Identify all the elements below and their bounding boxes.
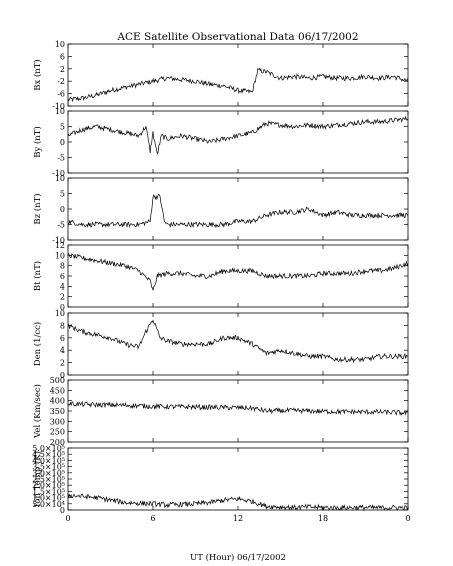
panel-frame-temp — [67, 447, 409, 511]
ytick-label-den-0: 0 — [60, 371, 65, 380]
ytick-label-temp-10: 5.0×10⁵ — [32, 444, 65, 453]
panel-bz: 10 5 0 -5 -10 Bz (nT) — [32, 174, 409, 245]
ytick-label-vel-5: 450 — [50, 386, 65, 395]
xtick-label-3: 18 — [318, 514, 328, 523]
ytick-label-bz-2: 0 — [60, 205, 65, 214]
ytick-label-temp-2: 1.0×10⁵ — [32, 494, 65, 503]
ytick-label-vel-1: 250 — [50, 428, 65, 437]
series-line-temp — [67, 492, 409, 512]
ytick-label-bz-0: 10 — [55, 174, 65, 183]
ytick-label-vel-3: 350 — [50, 407, 65, 416]
ytick-label-bx-3: -2 — [57, 77, 65, 86]
ytick-label-den-3: 6 — [60, 334, 65, 343]
ytick-label-bx-2: 2 — [60, 65, 65, 74]
ytick-label-bt-4: 8 — [60, 262, 65, 271]
ytick-label-bt-6: 12 — [55, 241, 65, 250]
ytick-label-temp-3: 1.5×10⁵ — [32, 487, 65, 496]
panel-frame-vel — [67, 379, 409, 443]
x-axis-label: UT (Hour) 06/17/2002 — [190, 552, 286, 563]
series-line-vel — [67, 400, 409, 416]
ytick-label-bx-4: -6 — [57, 90, 65, 99]
ytick-label-temp-7: 3.5×10⁵ — [32, 463, 65, 472]
ytick-label-bt-1: 2 — [60, 293, 65, 302]
ylabel-by: By (nT) — [32, 126, 43, 158]
ytick-label-bz-1: 5 — [60, 190, 65, 199]
panel-den: 0 2 4 6 8 10 Den (1/cc) — [32, 309, 409, 380]
panel-frame-bx — [67, 43, 409, 107]
ytick-label-vel-0: 200 — [50, 438, 65, 447]
ylabel-bz: Bz (nT) — [32, 193, 43, 224]
panel-frame-bz — [67, 177, 409, 241]
series-line-bz — [67, 194, 409, 229]
series-line-bt — [67, 253, 409, 291]
ytick-label-vel-4: 400 — [50, 397, 65, 406]
ytick-label-bz-4: -10 — [52, 236, 65, 245]
xtick-label-4: 0 — [405, 514, 410, 523]
ylabel-temp: Ion Temp (K) — [32, 451, 43, 507]
ytick-label-bx-5: -10 — [52, 102, 65, 111]
xtick-label-2: 12 — [233, 514, 243, 523]
ytick-label-temp-6: 3.0×10⁵ — [32, 469, 65, 478]
ytick-label-den-5: 10 — [55, 309, 65, 318]
ytick-label-temp-1: 5.0×10⁴ — [32, 500, 65, 509]
ytick-label-bx-1: 6 — [60, 52, 65, 61]
ytick-label-den-4: 8 — [60, 321, 65, 330]
ytick-label-by-2: 0 — [60, 138, 65, 147]
ytick-label-bt-0: 0 — [60, 303, 65, 312]
ylabel-vel: Vel (Km/sec) — [32, 384, 43, 439]
panel-by: 10 5 0 -5 -10 By (nT) — [32, 107, 409, 178]
ytick-label-vel-6: 500 — [50, 376, 65, 385]
panel-bx: 10 6 2 -2 -6 -10 Bx (nT) — [32, 40, 409, 111]
ytick-label-den-1: 2 — [60, 359, 65, 368]
ytick-label-temp-8: 4.0×10⁵ — [32, 456, 65, 465]
ytick-label-vel-2: 300 — [50, 417, 65, 426]
panel-temp: 05.0×10⁴1.0×10⁵1.5×10⁵2.0×10⁵2.5×10⁵3.0×… — [32, 444, 409, 515]
series-line-by — [67, 115, 409, 155]
ytick-label-bt-3: 6 — [60, 272, 65, 281]
ytick-label-temp-0: 0 — [60, 506, 65, 515]
ytick-label-bx-0: 10 — [55, 40, 65, 49]
ytick-label-by-3: -5 — [57, 154, 65, 163]
panel-frame-bt — [67, 244, 409, 308]
ytick-label-temp-9: 4.5×10⁵ — [32, 450, 65, 459]
ytick-label-by-1: 5 — [60, 123, 65, 132]
series-line-bx — [67, 67, 409, 103]
panel-frame-den — [67, 312, 409, 376]
ytick-label-bt-5: 10 — [55, 251, 65, 260]
ytick-label-by-0: 10 — [55, 107, 65, 116]
ylabel-bt: Bt (nT) — [32, 261, 43, 291]
panels: 10 6 2 -2 -6 -10 Bx (nT) 10 5 0 -5 -10 By (nT) 10 5 0 -5… — [32, 40, 409, 515]
ytick-label-den-2: 4 — [60, 346, 65, 355]
xtick-label-1: 6 — [150, 514, 155, 523]
series-line-den — [67, 319, 409, 364]
ytick-label-temp-4: 2.0×10⁵ — [32, 481, 65, 490]
ytick-label-bt-2: 4 — [60, 282, 65, 291]
ylabel-bx: Bx (nT) — [32, 59, 43, 91]
ytick-label-by-4: -10 — [52, 169, 65, 178]
ytick-label-temp-5: 2.5×10⁵ — [32, 475, 65, 484]
x-axis: 0 6 12 18 0 — [65, 514, 410, 523]
panel-frame-by — [67, 110, 409, 174]
xtick-label-0: 0 — [65, 514, 70, 523]
ylabel-den: Den (1/cc) — [32, 322, 43, 366]
chart-title: ACE Satellite Observational Data 06/17/2… — [116, 31, 358, 43]
ytick-label-bz-3: -5 — [57, 221, 65, 230]
